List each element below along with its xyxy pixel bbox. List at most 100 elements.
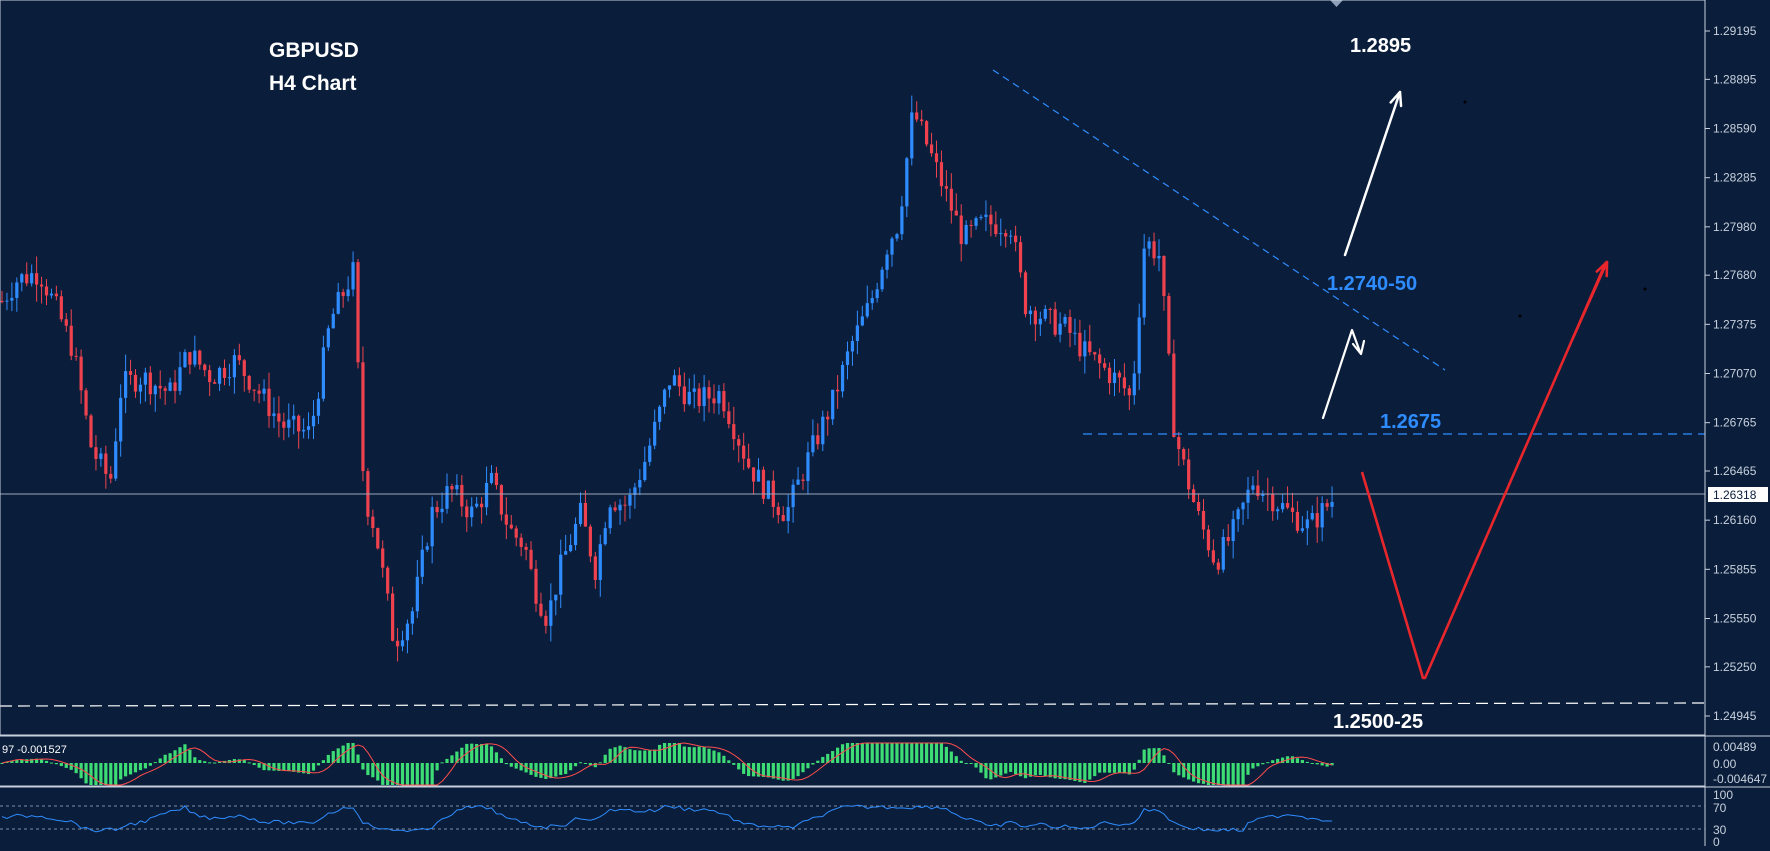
macd-histogram-bar	[504, 763, 508, 765]
candle	[1201, 498, 1206, 540]
candle-body	[1048, 309, 1052, 311]
candle	[1320, 496, 1324, 542]
candle-body	[554, 594, 558, 601]
candle	[845, 341, 850, 380]
macd-histogram-bar	[816, 760, 820, 763]
macd-histogram-bar	[326, 754, 330, 763]
candle	[549, 583, 553, 642]
candle	[114, 428, 118, 481]
candle-body	[623, 504, 627, 506]
candle	[395, 627, 400, 662]
candle	[850, 335, 855, 366]
current-price-box	[1708, 487, 1768, 502]
macd-histogram-bar	[1073, 763, 1077, 781]
candle	[430, 496, 434, 564]
macd-histogram-bar	[667, 743, 672, 763]
candle-body	[1098, 354, 1102, 364]
macd-histogram-bar	[1083, 763, 1087, 783]
macd-histogram-bar	[1177, 763, 1181, 776]
macd-histogram-bar	[826, 753, 830, 763]
candle	[1221, 529, 1225, 573]
bull-target-arrow	[1343, 90, 1403, 257]
macd-histogram-bar	[613, 747, 617, 763]
macd-histogram-bar	[217, 761, 222, 763]
candle-body	[1152, 241, 1156, 259]
candle	[569, 534, 573, 553]
candle	[920, 110, 924, 126]
candle	[623, 495, 627, 522]
candle-body	[1276, 509, 1280, 512]
candle-body	[445, 486, 449, 509]
candle	[915, 101, 919, 123]
candle-body	[1023, 272, 1028, 315]
candle-body	[727, 411, 731, 425]
macd-histogram-bar	[895, 743, 899, 763]
candle-body	[282, 421, 286, 428]
macd-histogram-bar	[1211, 763, 1215, 785]
candle-body	[672, 375, 677, 386]
candle	[880, 266, 884, 292]
candle-body	[361, 362, 365, 472]
candle-body	[944, 186, 948, 189]
candle	[1028, 305, 1033, 325]
candle	[1261, 490, 1265, 502]
macd-histogram-bar	[1152, 748, 1156, 763]
macd-histogram-bar	[969, 763, 973, 765]
candle-body	[1093, 352, 1097, 355]
macd-histogram-bar	[831, 751, 835, 763]
price-tick-label: 1.27680	[1713, 268, 1757, 282]
candle-body	[435, 507, 439, 513]
candle-body	[1305, 519, 1309, 529]
candle-body	[1182, 449, 1186, 460]
macd-histogram-bar	[1033, 763, 1037, 776]
macd-histogram-bar	[850, 743, 855, 763]
macd-histogram-bar	[277, 763, 281, 771]
macd-tick-label: -0.004647	[1713, 772, 1767, 786]
candle-body	[603, 528, 607, 545]
macd-histogram-bar	[203, 761, 207, 763]
candle	[316, 392, 321, 425]
macd-histogram-bar	[381, 763, 385, 785]
candle	[573, 517, 578, 551]
candle	[554, 594, 558, 616]
candle-body	[119, 397, 123, 442]
candle	[1290, 492, 1295, 523]
macd-histogram-bar	[435, 763, 439, 771]
candle	[119, 384, 123, 457]
candle-body	[1320, 503, 1324, 528]
candle-body	[1009, 235, 1013, 237]
candle	[371, 509, 375, 538]
macd-histogram-bar	[20, 759, 24, 763]
macd-histogram-bar	[1053, 763, 1057, 779]
candle-body	[939, 162, 944, 187]
candle-body	[124, 371, 128, 398]
candle	[1053, 301, 1057, 337]
target-high-label: 1.2895	[1350, 35, 1411, 57]
macd-histogram-bar	[1201, 763, 1206, 784]
bear-scenario-arrow	[1360, 261, 1608, 680]
macd-histogram-bar	[143, 763, 147, 769]
candle	[929, 132, 934, 157]
candle-body	[816, 435, 820, 445]
macd-histogram-bar	[954, 756, 958, 763]
candle-body	[109, 473, 113, 479]
candle	[583, 490, 588, 527]
candle	[994, 211, 998, 237]
macd-histogram-bar	[366, 763, 370, 776]
candle-body	[178, 367, 182, 391]
arrow-head	[1389, 90, 1403, 108]
price-tick-label: 1.25550	[1713, 611, 1757, 625]
macd-histogram-bar	[672, 743, 677, 763]
candle	[504, 497, 508, 540]
macd-histogram-bar	[1290, 756, 1295, 763]
macd-histogram-bar	[974, 763, 978, 768]
macd-histogram-bar	[1266, 762, 1270, 764]
candle	[242, 358, 246, 392]
candle-body	[79, 356, 83, 391]
candle	[74, 347, 78, 361]
candle	[208, 364, 212, 397]
macd-histogram-bar	[1315, 763, 1319, 765]
macd-histogram-bar	[208, 762, 212, 764]
candle-body	[30, 273, 34, 284]
marker-dot	[1518, 314, 1522, 318]
